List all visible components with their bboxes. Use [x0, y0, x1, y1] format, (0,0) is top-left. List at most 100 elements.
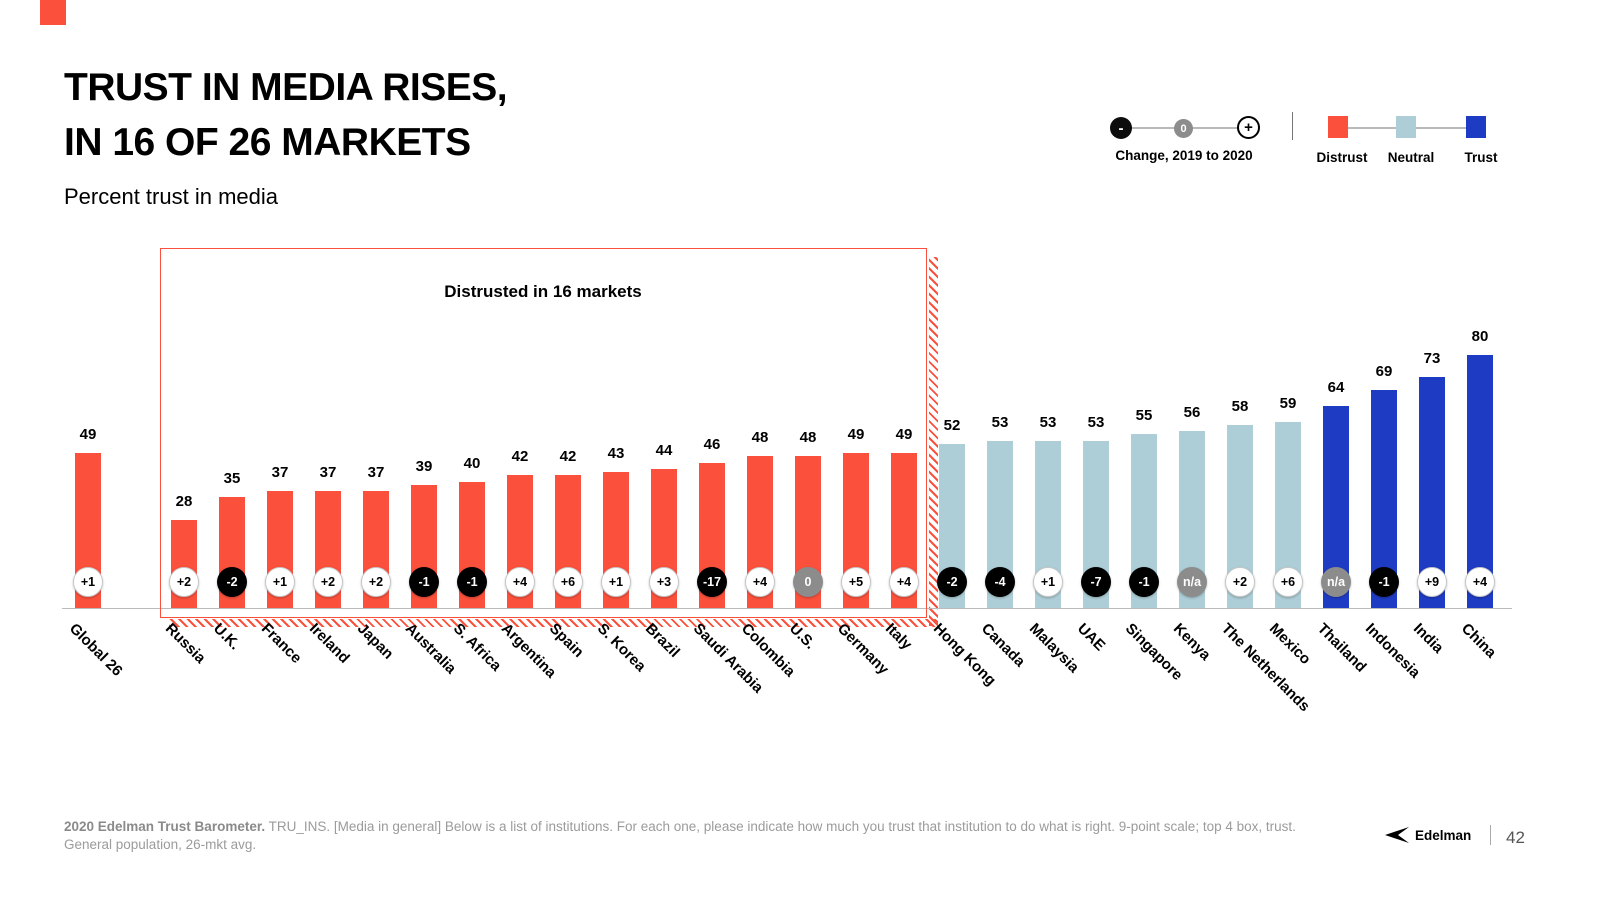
neutral-label: Neutral — [1387, 150, 1435, 165]
value-label-spain: 42 — [559, 448, 577, 465]
axis-label-thailand: Thailand — [1313, 620, 1370, 676]
change-badge-russia: +2 — [169, 567, 199, 597]
page-number: 42 — [1506, 828, 1525, 847]
axis-label-germany: Germany — [833, 620, 892, 679]
value-label-india: 73 — [1423, 350, 1441, 367]
axis-label-the-netherlands: The Netherlands — [1217, 620, 1314, 716]
axis-label-india: India — [1409, 620, 1447, 657]
source-note-bold: 2020 Edelman Trust Barometer. — [64, 819, 266, 834]
value-label-u-k-: 35 — [223, 470, 241, 487]
value-label-australia: 39 — [415, 458, 433, 475]
value-label-colombia: 48 — [751, 429, 769, 446]
change-badge-uae: -7 — [1081, 567, 1111, 597]
distrust-swatch — [1328, 116, 1348, 138]
value-label-global-26: 49 — [79, 426, 97, 443]
trust-swatch — [1466, 116, 1486, 138]
axis-label-china: China — [1457, 620, 1500, 662]
axis-label-s-korea: S. Korea — [593, 620, 650, 676]
value-label-the-netherlands: 58 — [1231, 398, 1249, 415]
value-label-russia: 28 — [175, 493, 193, 510]
neutral-swatch — [1396, 116, 1416, 138]
value-label-malaysia: 53 — [1039, 414, 1057, 431]
axis-label-malaysia: Malaysia — [1025, 620, 1083, 677]
change-badge-indonesia: -1 — [1369, 567, 1399, 597]
change-badge-china: +4 — [1465, 567, 1495, 597]
value-label-mexico: 59 — [1279, 395, 1297, 412]
axis-label-italy: Italy — [881, 620, 916, 654]
change-badge-singapore: -1 — [1129, 567, 1159, 597]
footer-separator — [1490, 825, 1491, 845]
change-badge-s-korea: +1 — [601, 567, 631, 597]
change-badge-brazil: +3 — [649, 567, 679, 597]
x-axis-line — [62, 608, 1512, 609]
edelman-logo-text: Edelman — [1415, 827, 1472, 843]
source-note-rest: TRU_INS. [Media in general] Below is a l… — [64, 819, 1296, 853]
value-label-s-korea: 43 — [607, 445, 625, 462]
brand-corner-square — [40, 0, 66, 25]
trust-label: Trust — [1464, 150, 1498, 165]
value-label-thailand: 64 — [1327, 379, 1345, 396]
value-label-u-s-: 48 — [799, 429, 817, 446]
change-badge-spain: +6 — [553, 567, 583, 597]
change-badge-ireland: +2 — [313, 567, 343, 597]
chart-subtitle: Percent trust in media — [64, 184, 278, 209]
value-label-china: 80 — [1471, 328, 1489, 345]
value-label-france: 37 — [271, 464, 289, 481]
change-badge-malaysia: +1 — [1033, 567, 1063, 597]
axis-label-global-26: Global 26 — [65, 620, 126, 680]
change-badge-germany: +5 — [841, 567, 871, 597]
axis-label-kenya: Kenya — [1169, 620, 1214, 664]
page-title: TRUST IN MEDIA RISES, IN 16 OF 26 MARKET… — [64, 60, 508, 171]
value-label-hong-kong: 52 — [943, 417, 961, 434]
axis-label-australia: Australia — [401, 620, 460, 678]
value-label-ireland: 37 — [319, 464, 337, 481]
change-badge-saudi-arabia: -17 — [697, 567, 727, 597]
change-badge-japan: +2 — [361, 567, 391, 597]
change-legend-plus-icon: + — [1237, 116, 1260, 139]
axis-label-uae: UAE — [1073, 620, 1109, 655]
distrusted-markets-caption: Distrusted in 16 markets — [444, 282, 642, 301]
value-label-italy: 49 — [895, 426, 913, 443]
axis-label-mexico: Mexico — [1265, 620, 1314, 668]
change-badge-mexico: +6 — [1273, 567, 1303, 597]
change-badge-colombia: +4 — [745, 567, 775, 597]
axis-label-spain: Spain — [545, 620, 587, 661]
axis-label-france: France — [257, 620, 305, 667]
distrust-box-hatch-right — [929, 257, 938, 626]
axis-label-japan: Japan — [353, 620, 397, 663]
value-label-japan: 37 — [367, 464, 385, 481]
value-label-indonesia: 69 — [1375, 363, 1393, 380]
value-label-germany: 49 — [847, 426, 865, 443]
value-label-uae: 53 — [1087, 414, 1105, 431]
change-legend-caption: Change, 2019 to 2020 — [1115, 148, 1253, 163]
change-badge-the-netherlands: +2 — [1225, 567, 1255, 597]
change-badge-kenya: n/a — [1177, 567, 1207, 597]
change-legend-zero-icon: 0 — [1174, 119, 1193, 138]
change-badge-australia: -1 — [409, 567, 439, 597]
change-badge-u-s-: 0 — [793, 567, 823, 597]
axis-label-brazil: Brazil — [641, 620, 683, 661]
bar-china — [1467, 355, 1493, 608]
value-label-kenya: 56 — [1183, 404, 1201, 421]
change-badge-s-africa: -1 — [457, 567, 487, 597]
change-badge-global-26: +1 — [73, 567, 103, 597]
change-badge-italy: +4 — [889, 567, 919, 597]
page-title-line1: TRUST IN MEDIA RISES, — [64, 66, 508, 109]
edelman-logo-icon — [1385, 827, 1409, 843]
axis-label-u-k-: U.K. — [209, 620, 244, 654]
change-badge-u-k-: -2 — [217, 567, 247, 597]
page-title-line2: IN 16 OF 26 MARKETS — [64, 121, 471, 165]
change-badge-france: +1 — [265, 567, 295, 597]
axis-label-u-s-: U.S. — [785, 620, 819, 653]
value-label-argentina: 42 — [511, 448, 529, 465]
value-label-brazil: 44 — [655, 442, 673, 459]
distrusted-markets-box — [160, 248, 927, 618]
axis-label-russia: Russia — [161, 620, 209, 667]
axis-label-ireland: Ireland — [305, 620, 353, 667]
value-label-saudi-arabia: 46 — [703, 436, 721, 453]
source-note: 2020 Edelman Trust Barometer. TRU_INS. [… — [64, 818, 1329, 854]
change-badge-argentina: +4 — [505, 567, 535, 597]
legend-separator — [1292, 112, 1293, 140]
value-label-s-africa: 40 — [463, 455, 481, 472]
